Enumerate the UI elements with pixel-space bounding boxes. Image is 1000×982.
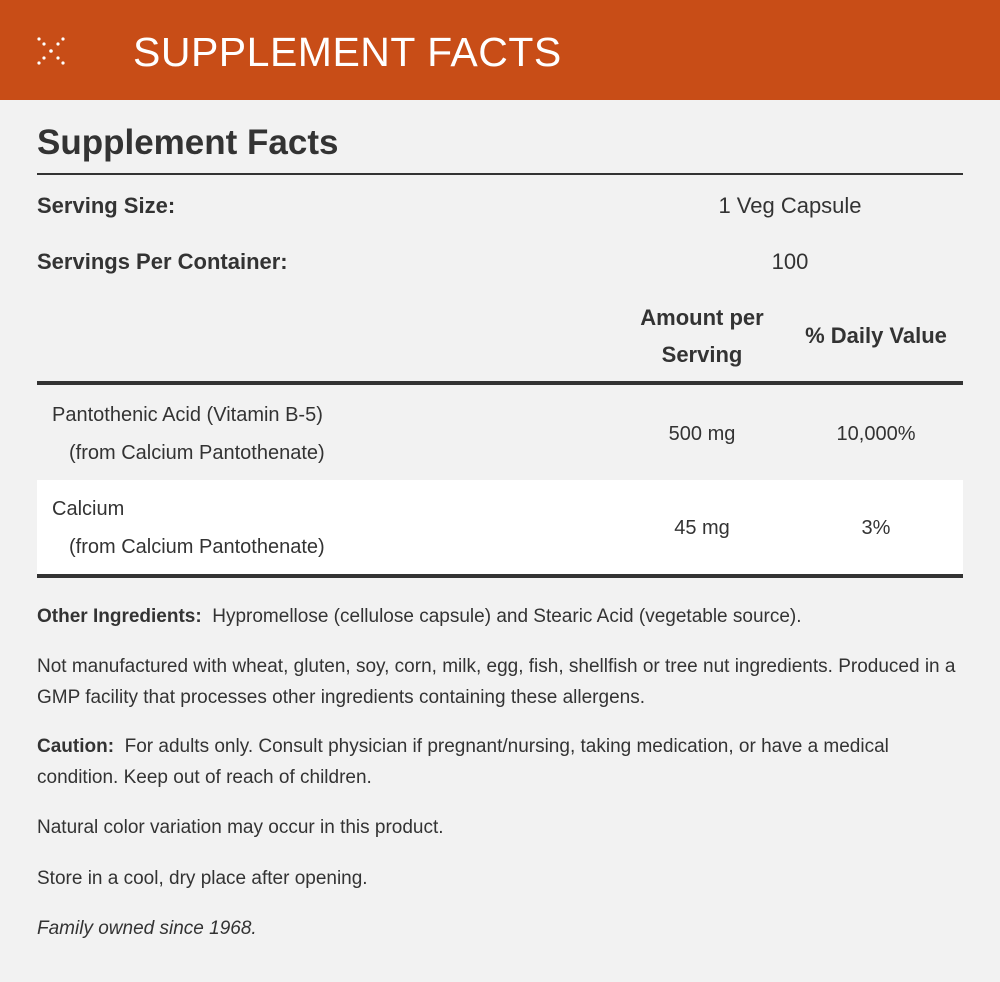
family-owned-note: Family owned since 1968. xyxy=(37,918,257,939)
caution-label: Caution: xyxy=(37,736,115,757)
ingredient-daily-value: 3% xyxy=(861,517,891,539)
color-variation-note: Natural color variation may occur in thi… xyxy=(37,817,444,838)
column-header-daily-value: % Daily Value xyxy=(805,323,947,348)
other-ingredients-text: Hypromellose (cellulose capsule) and Ste… xyxy=(212,606,802,627)
ingredient-amount: 45 mg xyxy=(674,517,730,539)
ingredient-source: (from Calcium Pantothenate) xyxy=(69,442,325,464)
ingredient-daily-value: 10,000% xyxy=(836,423,916,445)
serving-size-label: Serving Size: xyxy=(37,193,176,218)
header-title: SUPPLEMENT FACTS xyxy=(133,29,562,75)
column-header-amount: Amount per Serving xyxy=(612,299,792,373)
caution-text: For adults only. Consult physician if pr… xyxy=(37,736,889,788)
servings-per-container-label: Servings Per Container: xyxy=(37,249,288,274)
ingredient-amount: 500 mg xyxy=(668,423,736,445)
ingredient-row-highlight xyxy=(37,480,963,574)
ingredient-name: Pantothenic Acid (Vitamin B-5) xyxy=(52,404,323,426)
ingredient-name: Calcium xyxy=(52,498,125,520)
sparkle-cross-icon xyxy=(37,37,65,65)
column-header-amount-line1: Amount per xyxy=(640,305,764,330)
other-ingredients-label: Other Ingredients: xyxy=(37,606,202,627)
column-header-amount-line2: Serving xyxy=(661,342,743,367)
storage-note: Store in a cool, dry place after opening… xyxy=(37,868,368,889)
header-divider xyxy=(37,381,963,385)
allergen-statement: Not manufactured with wheat, gluten, soy… xyxy=(37,656,956,708)
title-divider xyxy=(37,173,963,175)
table-bottom-divider xyxy=(37,574,963,578)
other-ingredients: Other Ingredients: Hypromellose (cellulo… xyxy=(37,601,967,632)
servings-per-container-value: 100 xyxy=(771,249,809,274)
panel-title: Supplement Facts xyxy=(37,123,339,162)
ingredient-source: (from Calcium Pantothenate) xyxy=(69,536,325,558)
caution-statement: Caution: For adults only. Consult physic… xyxy=(37,731,967,793)
header-bar: SUPPLEMENT FACTS xyxy=(0,0,1000,100)
serving-size-value: 1 Veg Capsule xyxy=(718,193,862,218)
